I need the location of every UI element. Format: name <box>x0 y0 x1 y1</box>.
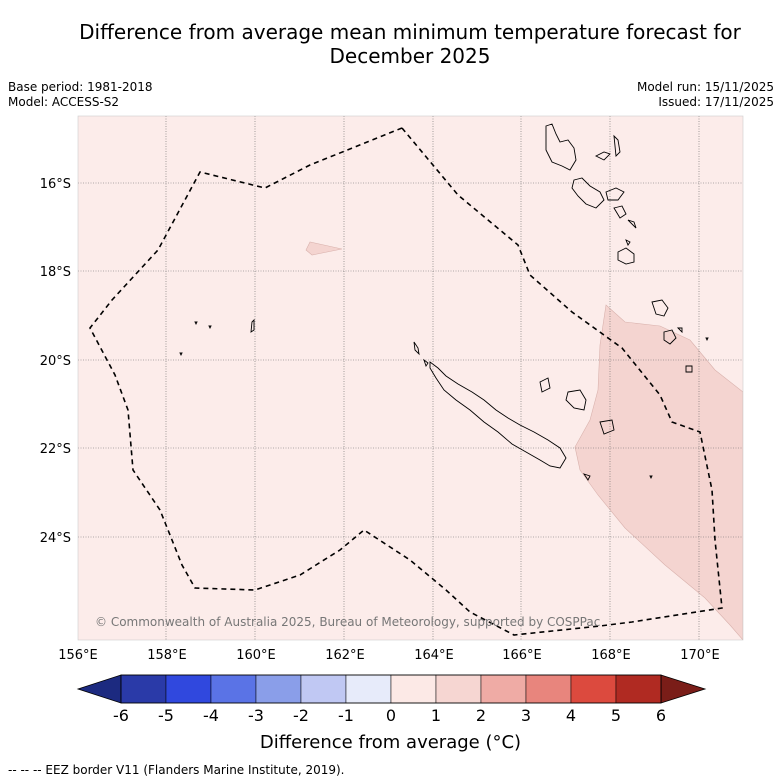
model-run: Model run: 15/11/2025 <box>636 80 774 94</box>
colorbar-outline <box>120 674 662 704</box>
colorbar-segment <box>615 674 662 704</box>
lon-label-168e: 168°E <box>591 648 631 663</box>
colorbar-segment <box>390 674 437 704</box>
colorbar-tick-label: 0 <box>386 706 396 725</box>
vanuatu-coast <box>545 123 577 171</box>
colorbar-segment <box>570 674 617 704</box>
colorbar-over-arrow <box>660 674 707 704</box>
lon-label-158e: 158°E <box>147 648 187 663</box>
colorbar-segment <box>300 674 347 704</box>
lat-label-18s: 18°S <box>40 265 71 280</box>
title-line-1: Difference from average mean minimum tem… <box>79 20 741 44</box>
colorbar-segments <box>120 674 662 704</box>
colorbar-tick-label: -1 <box>338 706 354 725</box>
colorbar-segment <box>210 674 257 704</box>
warm-anomaly-region <box>574 304 743 640</box>
lon-label-156e: 156°E <box>58 648 98 663</box>
colorbar-segment <box>255 674 302 704</box>
lon-label-170e: 170°E <box>680 648 720 663</box>
lat-label-24s: 24°S <box>40 531 71 546</box>
colorbar-tick-label: 6 <box>656 706 666 725</box>
coastlines <box>179 123 709 481</box>
colorbar-under-arrow <box>76 674 122 704</box>
issued-date: Issued: 17/11/2025 <box>658 95 774 109</box>
colorbar-tick-label: -6 <box>113 706 129 725</box>
eez-footnote: -- -- -- EEZ border V11 (Flanders Marine… <box>8 763 345 777</box>
meta-right: Model run: 15/11/2025 Issued: 17/11/2025 <box>637 80 774 110</box>
colorbar-tick-label: 3 <box>521 706 531 725</box>
eez-border <box>89 127 723 636</box>
lon-label-160e: 160°E <box>236 648 276 663</box>
map-frame <box>77 115 744 641</box>
lon-label-164e: 164°E <box>414 648 454 663</box>
colorbar: -6 -5 -4 -3 -2 -1 0 1 2 3 4 5 6 <box>76 674 707 725</box>
lat-label-20s: 20°S <box>40 354 71 369</box>
colorbar-segment <box>525 674 572 704</box>
colorbar-ticks: -6 -5 -4 -3 -2 -1 0 1 2 3 4 5 6 <box>113 706 666 725</box>
model-name: Model: ACCESS-S2 <box>8 95 120 109</box>
colorbar-segment <box>480 674 527 704</box>
colorbar-segment <box>120 674 167 704</box>
colorbar-tick-label: -5 <box>158 706 174 725</box>
latitude-labels: 16°S 18°S 20°S 22°S 24°S <box>40 177 71 546</box>
colorbar-segment <box>165 674 212 704</box>
colorbar-tick-label: 2 <box>476 706 486 725</box>
lat-label-16s: 16°S <box>40 177 71 192</box>
title-line-2: December 2025 <box>329 44 491 68</box>
colorbar-tick-label: 5 <box>611 706 621 725</box>
map-title: Difference from average mean minimum tem… <box>40 20 780 68</box>
warm-anomaly-patch <box>305 241 343 256</box>
colorbar-tick-label: -3 <box>248 706 264 725</box>
colorbar-tick-label: -2 <box>293 706 309 725</box>
colorbar-tick-label: 1 <box>431 706 441 725</box>
colorbar-tick-label: 4 <box>566 706 576 725</box>
base-period: Base period: 1981-2018 <box>8 80 153 94</box>
colorbar-segment <box>435 674 482 704</box>
lon-label-166e: 166°E <box>502 648 542 663</box>
colorbar-title: Difference from average (°C) <box>259 732 522 753</box>
gridlines <box>78 116 743 640</box>
colorbar-segment <box>345 674 392 704</box>
meta-left: Base period: 1981-2018 Model: ACCESS-S2 <box>8 80 153 110</box>
copyright-notice: © Commonwealth of Australia 2025, Bureau… <box>95 615 600 629</box>
longitude-labels: 156°E 158°E 160°E 162°E 164°E 166°E 168°… <box>58 648 720 663</box>
new-caledonia-coast <box>429 361 567 469</box>
colorbar-tick-label: -4 <box>203 706 219 725</box>
lat-label-22s: 22°S <box>40 442 71 457</box>
lon-label-162e: 162°E <box>325 648 365 663</box>
